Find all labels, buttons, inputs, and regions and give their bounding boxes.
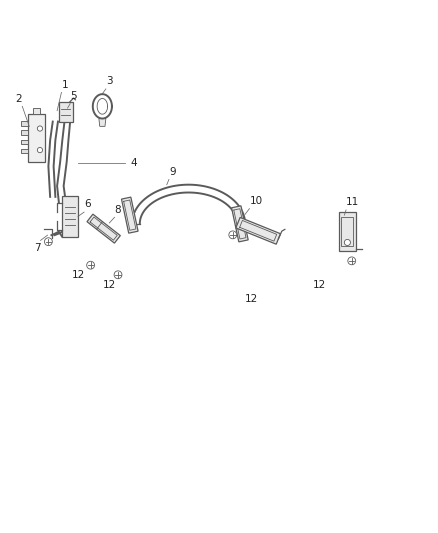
Text: 12: 12 [102, 280, 116, 290]
Polygon shape [62, 196, 78, 237]
Circle shape [45, 238, 52, 246]
Circle shape [229, 231, 237, 239]
Circle shape [87, 261, 95, 269]
Text: 6: 6 [84, 199, 91, 209]
Polygon shape [339, 212, 356, 251]
Text: 8: 8 [115, 205, 121, 215]
Polygon shape [21, 131, 28, 135]
Text: 9: 9 [169, 167, 176, 177]
Text: 11: 11 [346, 197, 359, 207]
Circle shape [37, 148, 42, 152]
Text: 3: 3 [106, 76, 113, 86]
Polygon shape [236, 217, 280, 244]
Polygon shape [232, 206, 248, 242]
Text: 12: 12 [72, 270, 85, 280]
Text: 12: 12 [245, 294, 258, 304]
Circle shape [114, 271, 122, 279]
Text: 5: 5 [70, 91, 77, 101]
Polygon shape [87, 214, 120, 243]
Circle shape [37, 126, 42, 131]
Polygon shape [341, 217, 353, 246]
Text: 7: 7 [34, 243, 41, 253]
Polygon shape [21, 140, 28, 144]
Polygon shape [59, 102, 73, 122]
Text: 2: 2 [16, 94, 22, 104]
Polygon shape [21, 149, 28, 154]
Text: 10: 10 [250, 196, 263, 206]
Circle shape [348, 257, 356, 265]
Text: 12: 12 [312, 280, 326, 290]
Text: 1: 1 [61, 80, 68, 90]
Polygon shape [99, 118, 106, 126]
Polygon shape [21, 122, 28, 126]
Polygon shape [121, 197, 138, 233]
Text: 4: 4 [131, 158, 137, 168]
Polygon shape [28, 114, 45, 162]
Polygon shape [33, 108, 40, 114]
Circle shape [344, 239, 350, 246]
